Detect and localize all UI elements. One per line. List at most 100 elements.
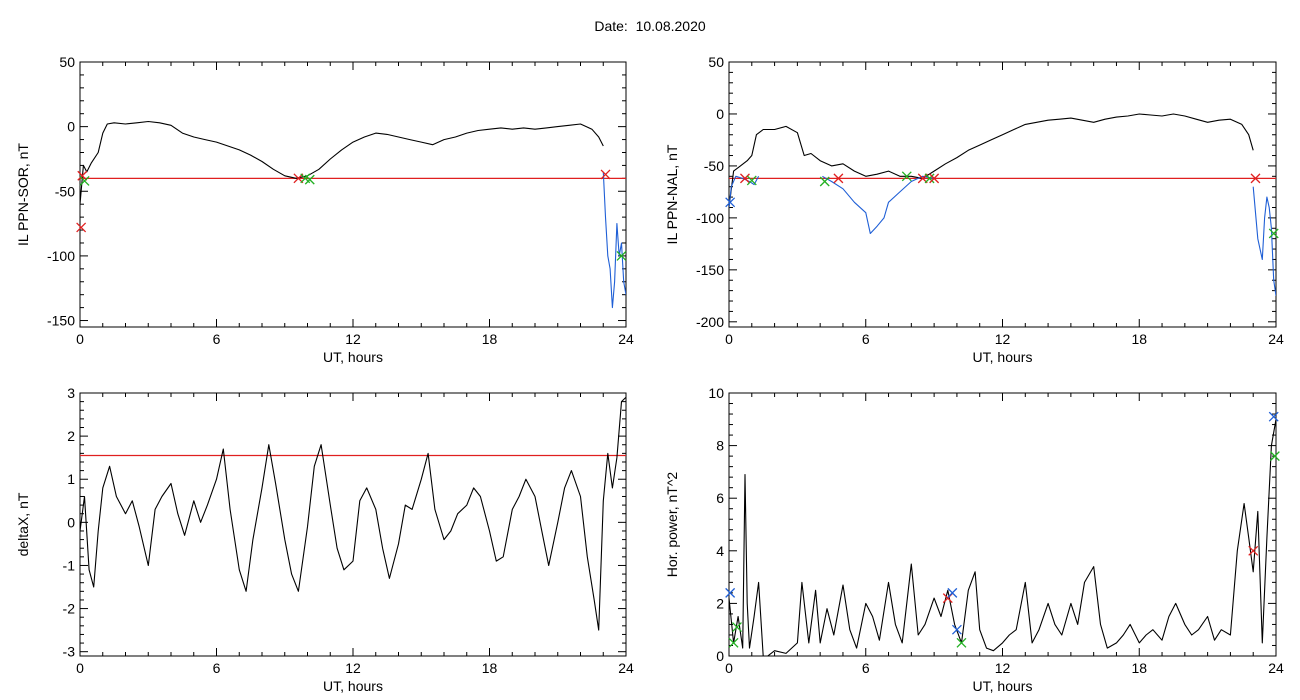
- plot-frame: [728, 392, 1277, 657]
- y-tick-label: 4: [716, 543, 724, 559]
- marker-stroke: [300, 173, 311, 184]
- marker-stroke: [77, 170, 88, 181]
- y-tick-label: -50: [704, 158, 724, 174]
- y-tick-label: 50: [708, 54, 724, 70]
- marker-green: [746, 175, 757, 186]
- x-tick-label: 0: [76, 331, 84, 347]
- x-axis-label: UT, hours: [323, 678, 383, 694]
- x-tick-label: 18: [482, 660, 498, 676]
- marker-green: [304, 174, 315, 185]
- x-tick-label: 18: [1131, 660, 1147, 676]
- y-tick-label: 8: [716, 438, 724, 454]
- series-line-1: [729, 419, 1276, 656]
- x-tick-label: 6: [213, 331, 221, 347]
- marker-stroke: [1268, 411, 1279, 422]
- plot-frame: [79, 392, 627, 657]
- marker-stroke: [833, 173, 844, 184]
- marker-blue: [947, 587, 958, 598]
- x-tick-label: 6: [862, 331, 870, 347]
- plot-data: [729, 113, 1276, 296]
- y-tick-label: 2: [67, 428, 75, 444]
- y-tick-label: 2: [716, 595, 724, 611]
- x-tick-label: 6: [862, 660, 870, 676]
- marker-blue: [725, 587, 736, 598]
- marker-stroke: [1250, 173, 1261, 184]
- marker-green: [1268, 228, 1279, 239]
- series-line-2: [602, 171, 626, 309]
- marker-stroke: [956, 637, 967, 648]
- marker-green: [819, 176, 830, 187]
- x-tick-label: 18: [482, 331, 498, 347]
- series-line-1: [80, 396, 626, 631]
- marker-stroke: [616, 250, 627, 261]
- series-line-4: [1252, 186, 1276, 296]
- y-tick-label: -1: [63, 557, 76, 573]
- x-tick-label: 24: [618, 660, 634, 676]
- plot-frame: [79, 61, 627, 328]
- marker-stroke: [951, 624, 962, 635]
- y-tick-label: 0: [67, 514, 75, 530]
- y-tick-label: -100: [47, 248, 75, 264]
- marker-stroke: [901, 171, 912, 182]
- x-tick-label: 12: [345, 660, 361, 676]
- figure-title: Date: 10.08.2020: [594, 18, 706, 34]
- marker-stroke: [947, 587, 958, 598]
- marker-green: [732, 622, 742, 633]
- y-tick-label: 6: [716, 490, 724, 506]
- marker-red: [76, 222, 87, 233]
- x-tick-label: 0: [725, 331, 733, 347]
- x-tick-label: 12: [995, 331, 1011, 347]
- y-tick-label: 0: [716, 648, 724, 664]
- plot-data: [80, 396, 626, 631]
- y-tick-label: 50: [59, 54, 75, 70]
- series-line-3: [822, 175, 935, 235]
- y-tick-label: -150: [47, 313, 75, 329]
- marker-green: [79, 175, 90, 186]
- plot-data: [80, 120, 626, 309]
- y-tick-label: 10: [708, 385, 724, 401]
- x-tick-label: 18: [1131, 331, 1147, 347]
- marker-red: [833, 173, 844, 184]
- marker-blue: [951, 624, 962, 635]
- series-line-1: [729, 113, 1254, 208]
- panel-1: 0 6 12 18 24 -150 -100 -50 0 50 UT, hours IL PPN-SO…: [15, 54, 634, 365]
- x-axis-label: UT, hours: [973, 678, 1033, 694]
- y-axis-label: Hor. power, nT^2: [664, 472, 680, 578]
- marker-green: [728, 637, 739, 648]
- marker-stroke: [600, 169, 611, 180]
- marker-stroke: [1248, 545, 1259, 556]
- plot-frame: [728, 61, 1277, 328]
- x-tick-label: 0: [725, 660, 733, 676]
- y-axis-label: IL PPN-NAL, nT: [664, 144, 680, 244]
- marker-stroke: [1268, 228, 1279, 239]
- marker-stroke: [746, 175, 757, 186]
- marker-green: [901, 171, 912, 182]
- x-tick-label: 24: [618, 331, 634, 347]
- marker-stroke: [304, 174, 315, 185]
- marker-stroke: [725, 587, 736, 598]
- marker-red: [77, 170, 88, 181]
- marker-blue: [725, 197, 736, 208]
- marker-red: [1250, 173, 1261, 184]
- marker-red: [1248, 545, 1259, 556]
- y-tick-label: -2: [63, 601, 76, 617]
- y-tick-label: -100: [696, 210, 724, 226]
- y-tick-label: -150: [696, 262, 724, 278]
- y-axis-label: deltaX, nT: [15, 492, 31, 556]
- y-tick-label: 3: [67, 385, 75, 401]
- marker-stroke: [79, 175, 90, 186]
- x-tick-label: 12: [345, 331, 361, 347]
- y-tick-label: 1: [67, 471, 75, 487]
- y-tick-label: -50: [55, 183, 75, 199]
- marker-red: [929, 173, 940, 184]
- panel-2: 0 6 12 18 24 -200 -150 -100 -50 0 50 UT, hours IL PP…: [664, 54, 1284, 365]
- marker-green: [616, 250, 627, 261]
- marker-stroke: [725, 197, 736, 208]
- y-tick-label: 0: [67, 119, 75, 135]
- marker-stroke: [76, 222, 87, 233]
- marker-green: [1269, 451, 1280, 462]
- x-axis-label: UT, hours: [323, 349, 383, 365]
- y-tick-label: 0: [716, 106, 724, 122]
